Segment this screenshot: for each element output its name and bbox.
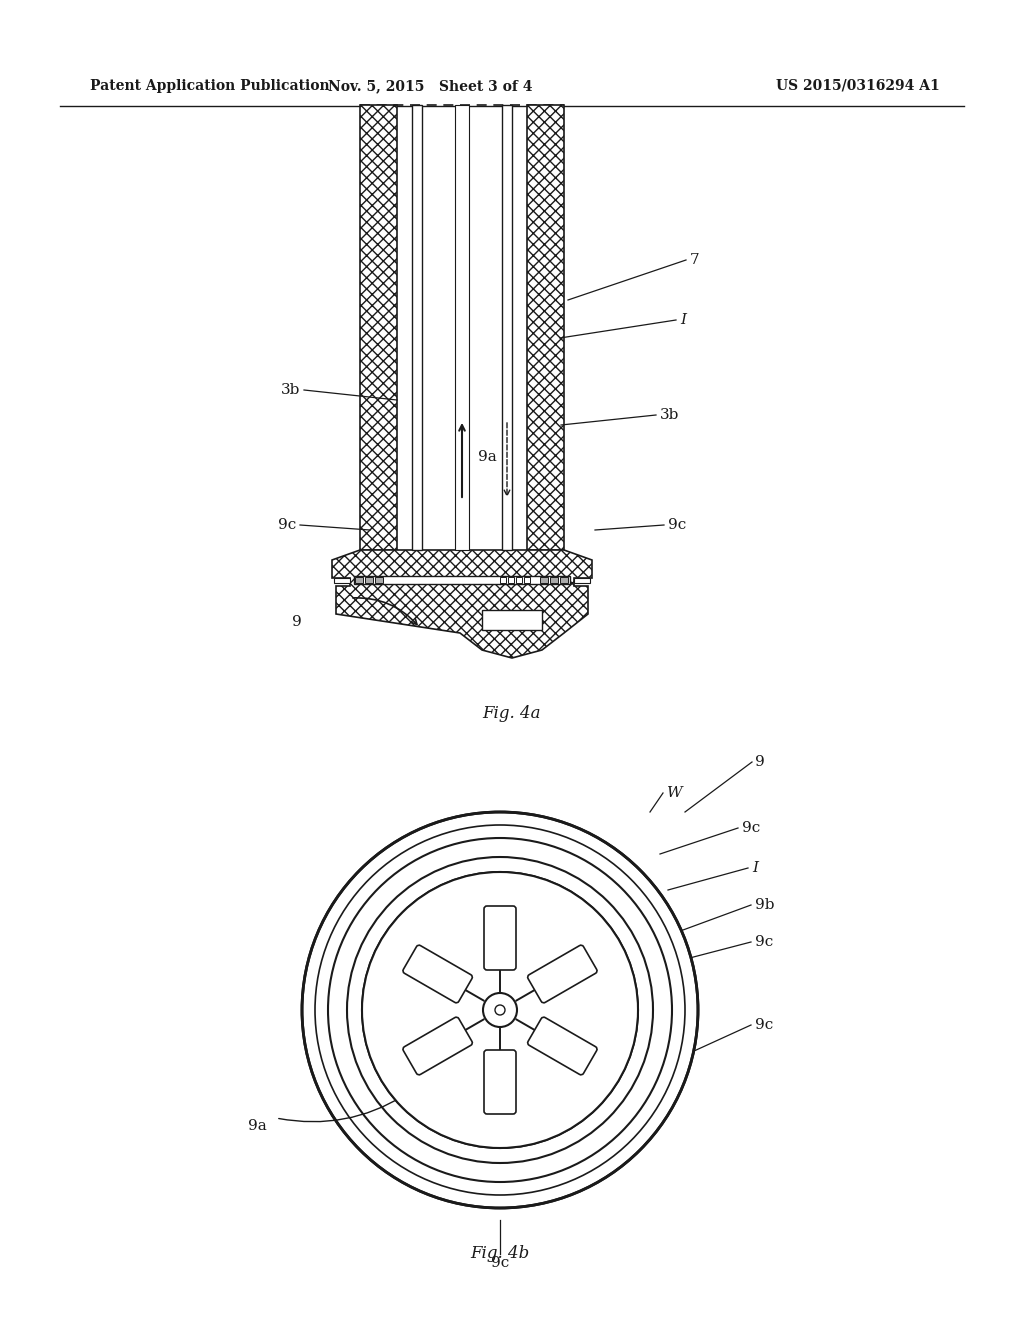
FancyBboxPatch shape	[484, 906, 516, 970]
Text: Patent Application Publication: Patent Application Publication	[90, 79, 330, 92]
Bar	[550, 577, 558, 583]
Text: 9a: 9a	[478, 450, 497, 465]
Circle shape	[362, 873, 638, 1148]
Text: 3b: 3b	[660, 408, 679, 422]
FancyBboxPatch shape	[527, 1018, 597, 1074]
FancyBboxPatch shape	[484, 1049, 516, 1114]
Bar	[360, 106, 397, 550]
Bar	[354, 576, 570, 583]
Bar	[500, 577, 506, 583]
Text: 9: 9	[755, 755, 765, 770]
Text: Fig. 4b: Fig. 4b	[470, 1245, 529, 1262]
Text: 9c: 9c	[668, 517, 686, 532]
Bar	[455, 106, 469, 550]
Text: 9b: 9b	[755, 898, 774, 912]
Bar	[527, 106, 564, 550]
Text: 7: 7	[690, 253, 699, 267]
Text: Fig. 4a: Fig. 4a	[482, 705, 542, 722]
Text: 9c: 9c	[755, 935, 773, 949]
Bar	[508, 577, 514, 583]
Polygon shape	[332, 550, 592, 657]
Text: W: W	[667, 785, 683, 800]
Bar	[540, 577, 548, 583]
Bar	[502, 106, 512, 550]
Text: I: I	[752, 861, 758, 875]
Circle shape	[483, 993, 517, 1027]
Bar	[516, 577, 522, 583]
Text: 9c: 9c	[742, 821, 760, 836]
Bar	[355, 577, 362, 583]
Text: US 2015/0316294 A1: US 2015/0316294 A1	[776, 79, 940, 92]
Bar	[574, 578, 590, 583]
Bar	[365, 577, 373, 583]
Bar	[482, 610, 542, 630]
Bar	[560, 577, 568, 583]
Text: I: I	[680, 313, 686, 327]
Text: 9c: 9c	[490, 1257, 509, 1270]
Bar	[524, 577, 530, 583]
Text: 9c: 9c	[755, 1018, 773, 1032]
Bar	[334, 578, 350, 583]
FancyBboxPatch shape	[527, 945, 597, 1003]
Text: 3b: 3b	[281, 383, 300, 397]
Text: 9c: 9c	[278, 517, 296, 532]
FancyBboxPatch shape	[402, 945, 472, 1003]
FancyBboxPatch shape	[402, 1018, 472, 1074]
Circle shape	[302, 812, 698, 1208]
Text: Nov. 5, 2015   Sheet 3 of 4: Nov. 5, 2015 Sheet 3 of 4	[328, 79, 532, 92]
Bar	[375, 577, 383, 583]
Bar	[412, 106, 422, 550]
Text: 9a: 9a	[248, 1119, 267, 1133]
Text: 9: 9	[292, 615, 302, 630]
